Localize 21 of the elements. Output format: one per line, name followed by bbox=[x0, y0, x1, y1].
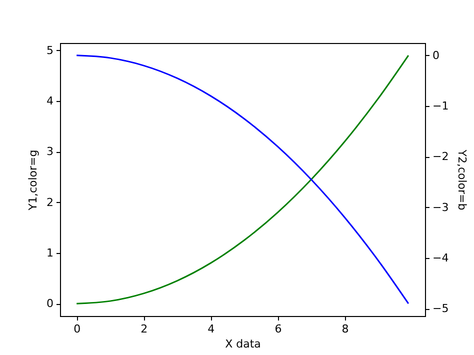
x-axis-title: X data bbox=[225, 338, 261, 350]
y-tick-label: 0 bbox=[46, 297, 54, 310]
y-tick-label: 5 bbox=[46, 44, 54, 57]
y-tick-label: 4 bbox=[46, 94, 54, 108]
y-tick-label: 2 bbox=[46, 196, 54, 209]
y-axis-title: Y1,color=g bbox=[26, 150, 40, 212]
y2-axis-title: Y2,color=b bbox=[456, 148, 469, 210]
x-tick-label: 4 bbox=[208, 322, 215, 336]
x-tick-label: 8 bbox=[342, 322, 349, 336]
y-tick-label: 3 bbox=[46, 145, 54, 158]
y-tick-label: 1 bbox=[46, 246, 54, 260]
y2-tick-label: 0 bbox=[432, 48, 440, 62]
x-tick-label: 6 bbox=[274, 322, 282, 336]
x-tick-label: 0 bbox=[74, 322, 81, 336]
y2-tick-label: −3 bbox=[432, 200, 449, 214]
y2-tick-label: −4 bbox=[432, 252, 449, 265]
y2-tick-label: −1 bbox=[432, 100, 449, 113]
y2-tick-label: −5 bbox=[432, 302, 449, 316]
x-tick-label: 2 bbox=[140, 322, 148, 336]
line-series bbox=[76, 54, 410, 304]
y2-tick-label: −2 bbox=[432, 150, 449, 164]
